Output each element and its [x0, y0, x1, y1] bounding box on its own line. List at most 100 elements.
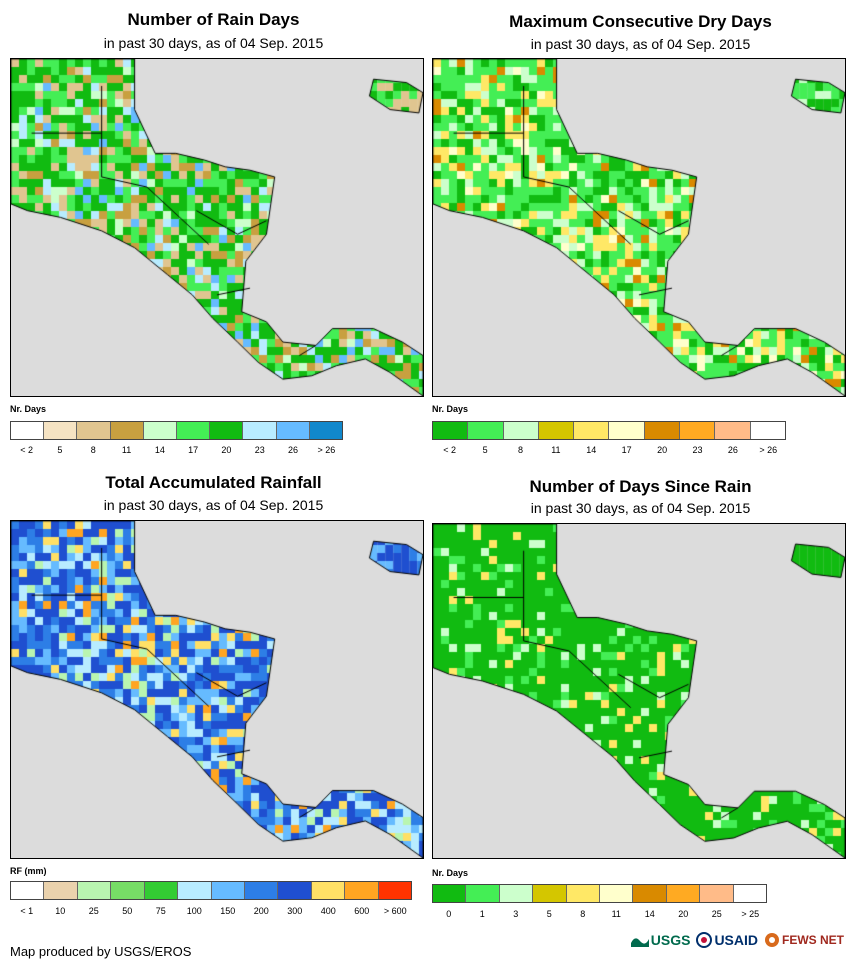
legend-swatch: [77, 882, 112, 899]
legend-tick-label: 14: [154, 445, 165, 455]
legend-tick-label: 5: [482, 445, 488, 455]
legend-swatch: [468, 422, 504, 439]
legend-swatch: [466, 885, 500, 902]
legend-swatch: [433, 885, 467, 902]
legend-tick-label: 75: [155, 906, 166, 916]
legend-tick-label: 25: [711, 909, 722, 919]
legend-tick-label: 50: [122, 906, 133, 916]
legend-swatch: [244, 882, 279, 899]
legend-swatch: [309, 422, 343, 439]
legend-title: Nr. Days: [10, 404, 47, 414]
panel-title: Number of Days Since Rain: [529, 477, 752, 496]
legend-swatch: [533, 885, 567, 902]
legend-tick-label: 400: [320, 906, 336, 916]
legend-swatch: [210, 422, 244, 439]
legend-tick-label: 11: [121, 445, 132, 455]
legend-tick-label: 20: [678, 909, 689, 919]
legend-ticks: < 2 5 8 11 14 17 20 23 26 > 26: [10, 445, 343, 457]
panel-subtitle: in past 30 days, as of 04 Sep. 2015: [530, 36, 751, 52]
legend-swatch: [378, 882, 412, 899]
legend-swatch: [177, 422, 211, 439]
map-rain-days[interactable]: [10, 58, 424, 397]
legend-swatch: [700, 885, 734, 902]
legend-swatch: [733, 885, 767, 902]
legend-swatch: [666, 885, 701, 902]
legend-tick-label: 100: [186, 906, 202, 916]
panel-max-dry-days: Maximum Consecutive Dry Days in past 30 …: [427, 0, 854, 465]
legend-swatch: [433, 422, 469, 439]
legend-tick-label: 26: [288, 445, 299, 455]
legend-tick-label: < 2: [443, 445, 457, 455]
legend-swatch: [600, 885, 634, 902]
legend-tick-label: > 25: [741, 909, 760, 919]
legend-swatch: [345, 882, 379, 899]
legend-title: RF (mm): [10, 866, 47, 876]
legend-tick-label: 300: [287, 906, 303, 916]
legend-tick-label: 23: [692, 445, 703, 455]
legend-swatch: [609, 422, 645, 439]
legend-swatch: [11, 422, 45, 439]
legend-swatch: [750, 422, 785, 439]
map-days-since-rain[interactable]: [432, 523, 846, 859]
legend-tick-label: > 26: [317, 445, 336, 455]
legend-tick-label: 0: [446, 909, 452, 919]
panel-title: Maximum Consecutive Dry Days: [509, 12, 772, 31]
map-max-dry-days[interactable]: [432, 58, 846, 397]
legend-swatch: [44, 882, 78, 899]
legend-tick-label: < 1: [20, 906, 34, 916]
legend-tick-label: 8: [90, 445, 96, 455]
panel-title: Total Accumulated Rainfall: [105, 473, 322, 492]
legend-swatch: [633, 885, 667, 902]
legend-swatch: [178, 882, 212, 899]
legend-bar: [10, 421, 343, 440]
legend-tick-label: > 26: [759, 445, 778, 455]
legend-swatch: [499, 885, 534, 902]
legend-tick-label: 23: [254, 445, 265, 455]
legend-bar: [10, 881, 412, 900]
legend-title: Nr. Days: [432, 868, 469, 878]
legend-ticks: < 1 10 25 50 75 100 150 200 300 400 600 > 600: [10, 906, 412, 918]
panel-subtitle: in past 30 days, as of 04 Sep. 2015: [530, 500, 751, 516]
legend-ticks: < 2 5 8 11 14 17 20 23 26 > 26: [432, 445, 786, 457]
legend-swatch: [503, 422, 539, 439]
legend-swatch: [276, 422, 310, 439]
legend-swatch: [111, 882, 145, 899]
legend-tick-label: < 2: [20, 445, 34, 455]
usaid-logo: USAID: [696, 932, 758, 948]
legend-swatch: [77, 422, 111, 439]
legend-tick-label: 25: [88, 906, 99, 916]
legend-tick-label: 8: [517, 445, 524, 455]
legend-swatch: [211, 882, 245, 899]
legend-swatch: [715, 422, 751, 439]
legend-tick-label: 17: [621, 445, 632, 455]
legend-tick-label: 14: [644, 909, 655, 919]
legend-tick-label: 5: [546, 909, 552, 919]
legend-tick-label: 600: [354, 906, 370, 916]
legend-tick-label: 150: [220, 906, 236, 916]
legend-swatch: [143, 422, 178, 439]
footer-credit: Map produced by USGS/EROS: [10, 944, 192, 959]
logo-strip: USGS USAID FEWS NET: [630, 932, 844, 948]
legend-tick-label: 5: [57, 445, 63, 455]
legend-tick-label: 20: [657, 445, 668, 455]
legend-tick-label: 1: [479, 909, 485, 919]
legend-swatch: [574, 422, 610, 439]
legend-tick-label: 8: [580, 909, 586, 919]
panel-total-rainfall: Total Accumulated Rainfall in past 30 da…: [0, 465, 427, 930]
legend-tick-label: 17: [188, 445, 199, 455]
legend-bar: [432, 884, 767, 903]
map-total-rainfall[interactable]: [10, 520, 424, 859]
legend-tick-label: 11: [551, 445, 561, 455]
legend-tick-label: 10: [55, 906, 66, 916]
panel-title: Number of Rain Days: [127, 10, 300, 29]
legend-swatch: [278, 882, 312, 899]
legend-tick-label: > 600: [383, 906, 407, 916]
panel-subtitle: in past 30 days, as of 04 Sep. 2015: [103, 35, 324, 51]
panel-days-since-rain: Number of Days Since Rain in past 30 day…: [427, 465, 854, 930]
legend-ticks: 0 1 3 5 8 11 14 20 25 > 25: [432, 909, 767, 921]
legend-tick-label: 11: [611, 909, 621, 919]
legend-tick-label: 14: [586, 445, 597, 455]
legend-swatch: [538, 422, 575, 439]
legend-bar: [432, 421, 786, 440]
legend-swatch: [11, 882, 45, 899]
